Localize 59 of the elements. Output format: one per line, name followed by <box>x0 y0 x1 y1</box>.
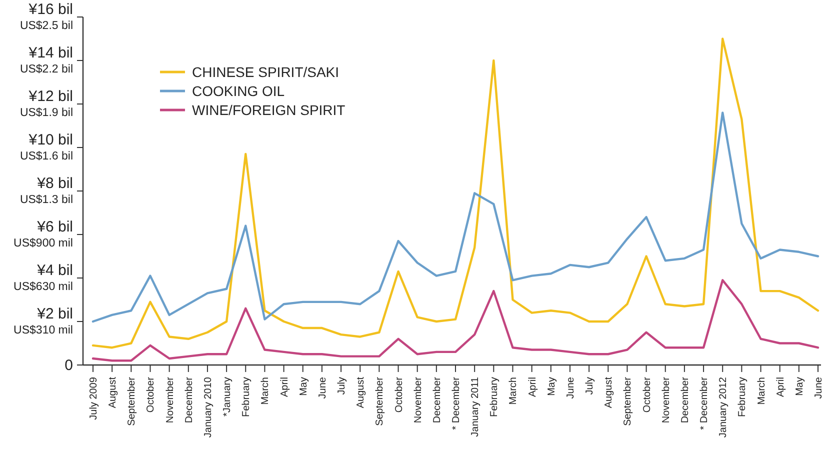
x-tick-label: June <box>317 376 328 399</box>
y-tick-label: ¥14 bil <box>28 44 73 62</box>
x-tick-label: October <box>642 376 653 413</box>
x-tick-label: December <box>432 376 443 424</box>
text: US$1.9 bil <box>20 107 73 119</box>
x-tick-label: March <box>756 377 768 405</box>
y-tick-label: ¥8 bil <box>36 175 73 192</box>
x-tick-label: September <box>126 376 138 426</box>
x-tick-label: May <box>794 377 806 396</box>
x-tick-label: October <box>394 376 405 413</box>
text: US$1.3 bil <box>20 194 73 206</box>
y-tick-label: 0 <box>64 357 73 374</box>
x-tick-label: August <box>604 376 615 408</box>
y-tick-label: ¥6 bil <box>36 218 73 236</box>
x-tick-label: * December <box>451 376 462 430</box>
text: US$900 mil <box>14 238 73 250</box>
text: US$630 mil <box>14 281 73 293</box>
text: US$2.2 bil <box>20 64 73 76</box>
y-tick-label: ¥16 bil <box>28 1 73 18</box>
legend-label: WINE/FOREIGN SPIRIT <box>192 102 346 118</box>
x-tick-label: February <box>489 377 500 418</box>
x-tick-label: *January <box>222 377 234 416</box>
x-tick-label: February <box>737 377 748 418</box>
x-tick-label: July <box>584 377 596 395</box>
x-tick-label: January 2010 <box>202 376 214 438</box>
x-tick-label: August <box>108 376 119 408</box>
x-tick-label: March <box>260 377 272 405</box>
text: US$310 mil <box>14 324 73 336</box>
x-tick-label: October <box>146 376 157 413</box>
x-tick-label: July <box>336 377 348 395</box>
x-tick-label: April <box>527 377 538 398</box>
x-tick-label: April <box>279 377 290 398</box>
x-tick-label: * December <box>699 376 710 430</box>
x-tick-label: November <box>660 376 672 424</box>
x-tick-label: April <box>775 377 786 398</box>
x-tick-label: September <box>374 376 386 426</box>
text: US$2.5 bil <box>20 20 73 32</box>
x-tick-label: August <box>356 376 367 408</box>
y-tick-label: ¥4 bil <box>36 262 73 279</box>
x-tick-label: July 2009 <box>88 376 100 420</box>
x-tick-label: January 2011 <box>470 376 482 437</box>
y-tick-label: ¥10 bil <box>28 132 73 148</box>
x-tick-label: September <box>622 376 634 426</box>
y-tick-label: ¥12 bil <box>28 88 73 105</box>
text: US$1.6 bil <box>20 150 73 162</box>
x-tick-label: February <box>241 377 252 418</box>
x-tick-label: November <box>412 376 424 424</box>
legend-label: COOKING OIL <box>192 83 285 99</box>
x-tick-label: December <box>184 376 195 424</box>
x-tick-label: May <box>546 377 558 396</box>
x-tick-label: June <box>565 376 576 399</box>
x-tick-label: June <box>814 376 824 399</box>
x-tick-label: January 2012 <box>718 376 730 438</box>
x-tick-label: March <box>508 377 520 405</box>
y-tick-label: ¥2 bil <box>36 306 73 322</box>
legend-label: CHINESE SPIRIT/SAKI <box>192 64 340 80</box>
x-tick-label: December <box>680 376 691 424</box>
x-tick-label: November <box>164 376 176 424</box>
x-tick-label: May <box>298 377 310 396</box>
